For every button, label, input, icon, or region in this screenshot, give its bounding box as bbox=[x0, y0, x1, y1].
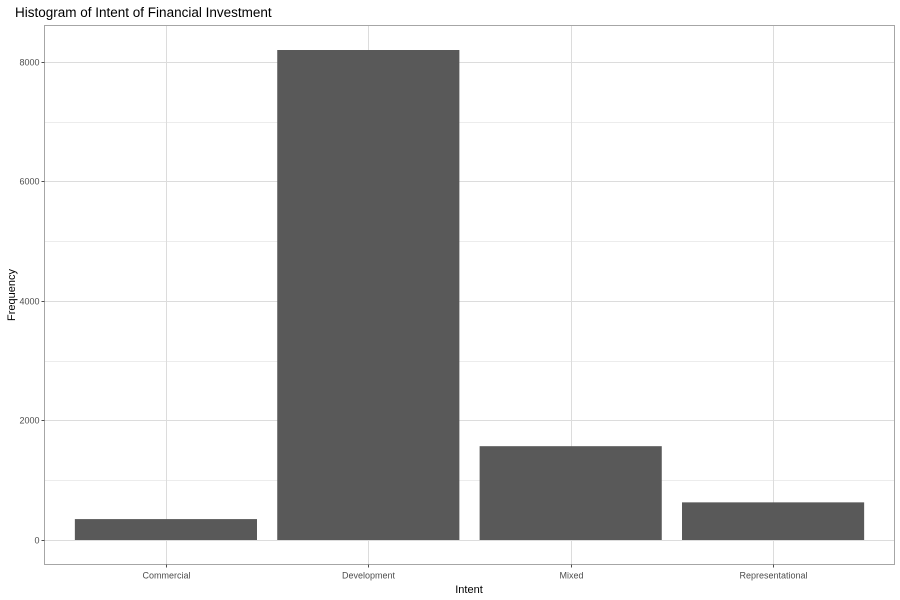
y-axis-title: Frequency bbox=[6, 269, 18, 321]
bar-mixed bbox=[479, 446, 662, 540]
y-tick-label: 8000 bbox=[19, 58, 39, 68]
bar-representational bbox=[682, 502, 865, 540]
bars-group bbox=[74, 50, 865, 540]
x-axis: Commercial Development Mixed Representation… bbox=[142, 564, 808, 581]
y-axis: 0 2000 4000 6000 8000 bbox=[19, 58, 45, 546]
major-gridlines bbox=[44, 25, 895, 565]
x-tick-label: Commercial bbox=[142, 571, 190, 581]
y-tick-label: 2000 bbox=[19, 416, 39, 426]
chart-title: Histogram of Intent of Financial Investm… bbox=[15, 5, 272, 20]
x-tick-label: Representational bbox=[739, 571, 807, 581]
plot-panel-border bbox=[44, 25, 895, 565]
minor-gridlines bbox=[44, 122, 895, 481]
x-axis-title: Intent bbox=[455, 584, 483, 596]
y-tick-label: 6000 bbox=[19, 177, 39, 187]
bar-development bbox=[277, 50, 460, 540]
x-tick-label: Mixed bbox=[559, 571, 583, 581]
bar-commercial bbox=[74, 519, 257, 540]
y-tick-label: 0 bbox=[34, 536, 39, 546]
x-tick-label: Development bbox=[342, 571, 396, 581]
y-tick-label: 4000 bbox=[19, 297, 39, 307]
